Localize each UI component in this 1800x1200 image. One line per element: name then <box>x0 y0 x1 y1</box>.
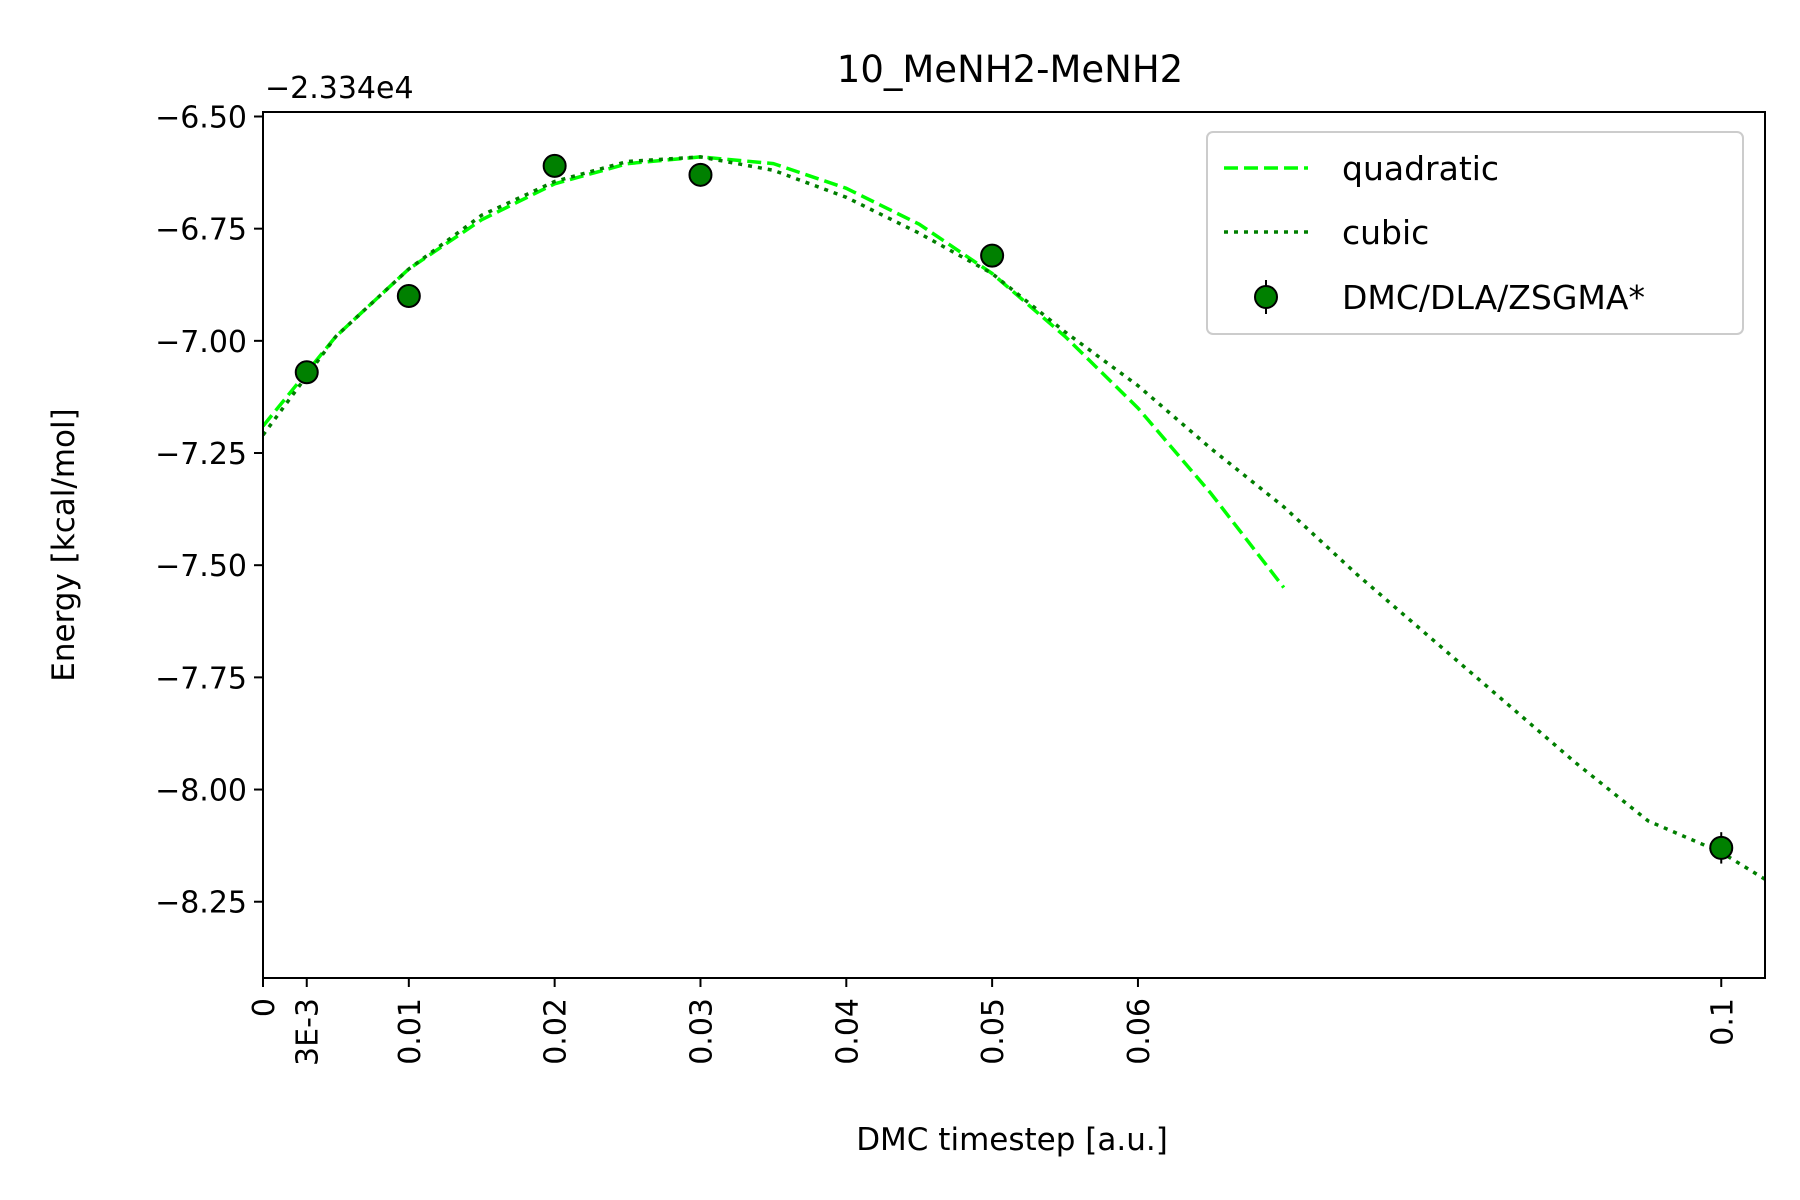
x-tick-label: 0.06 <box>1122 998 1157 1065</box>
data-point <box>980 243 1005 268</box>
y-offset-label: −2.334e4 <box>265 71 414 106</box>
x-tick-label: 0.01 <box>393 998 428 1065</box>
y-tick-label: −6.75 <box>155 213 247 248</box>
y-tick-label: −7.50 <box>155 549 247 584</box>
plot-frame <box>262 111 1766 979</box>
x-tick-label: 0.02 <box>539 998 574 1065</box>
x-tick-label: 0.1 <box>1705 998 1740 1046</box>
y-tick-label: −7.00 <box>155 325 247 360</box>
y-tick-label: −6.50 <box>155 100 247 135</box>
y-tick-label: −7.25 <box>155 437 247 472</box>
x-tick-label: 0.03 <box>684 998 719 1065</box>
x-axis-title: DMC timestep [a.u.] <box>856 1122 1168 1158</box>
data-point <box>688 162 713 187</box>
x-tick-label: 0.05 <box>976 998 1011 1065</box>
series-line-cubic <box>263 155 1765 881</box>
y-tick-label: −8.25 <box>155 886 247 921</box>
x-tick-label: 0 <box>247 998 282 1017</box>
chart-title: 10_MeNH2-MeNH2 <box>837 48 1183 91</box>
legend-dmc-marker <box>1254 285 1278 309</box>
legend-frame <box>1206 131 1744 335</box>
legend: quadratic cubic DMC/DLA/ZSGMA* <box>1206 131 1744 335</box>
data-point <box>294 360 319 385</box>
x-tick-label: 0.04 <box>830 998 865 1065</box>
series-lines <box>263 155 1765 881</box>
data-points <box>294 153 1734 864</box>
y-axis-title: Energy [kcal/mol] <box>46 408 82 681</box>
legend-cubic-label: cubic <box>1342 213 1429 252</box>
legend-quadratic-label: quadratic <box>1342 149 1499 188</box>
y-tick-label: −7.75 <box>155 661 247 696</box>
data-point <box>1709 835 1734 860</box>
legend-dmc-label: DMC/DLA/ZSGMA* <box>1342 278 1645 317</box>
y-axis-ticks: −6.50 −6.75 −7.00 −7.25 −7.50 −7.75 −8.00 −8.25 <box>155 100 263 921</box>
data-point <box>542 153 567 178</box>
plot-area <box>263 153 1765 881</box>
x-axis-ticks: 0 3E-3 0.01 0.02 0.03 0.04 0.05 0.06 0.1 <box>247 978 1740 1066</box>
y-tick-label: −8.00 <box>155 774 247 809</box>
data-point <box>396 283 421 308</box>
x-tick-label: 3E-3 <box>291 998 326 1066</box>
